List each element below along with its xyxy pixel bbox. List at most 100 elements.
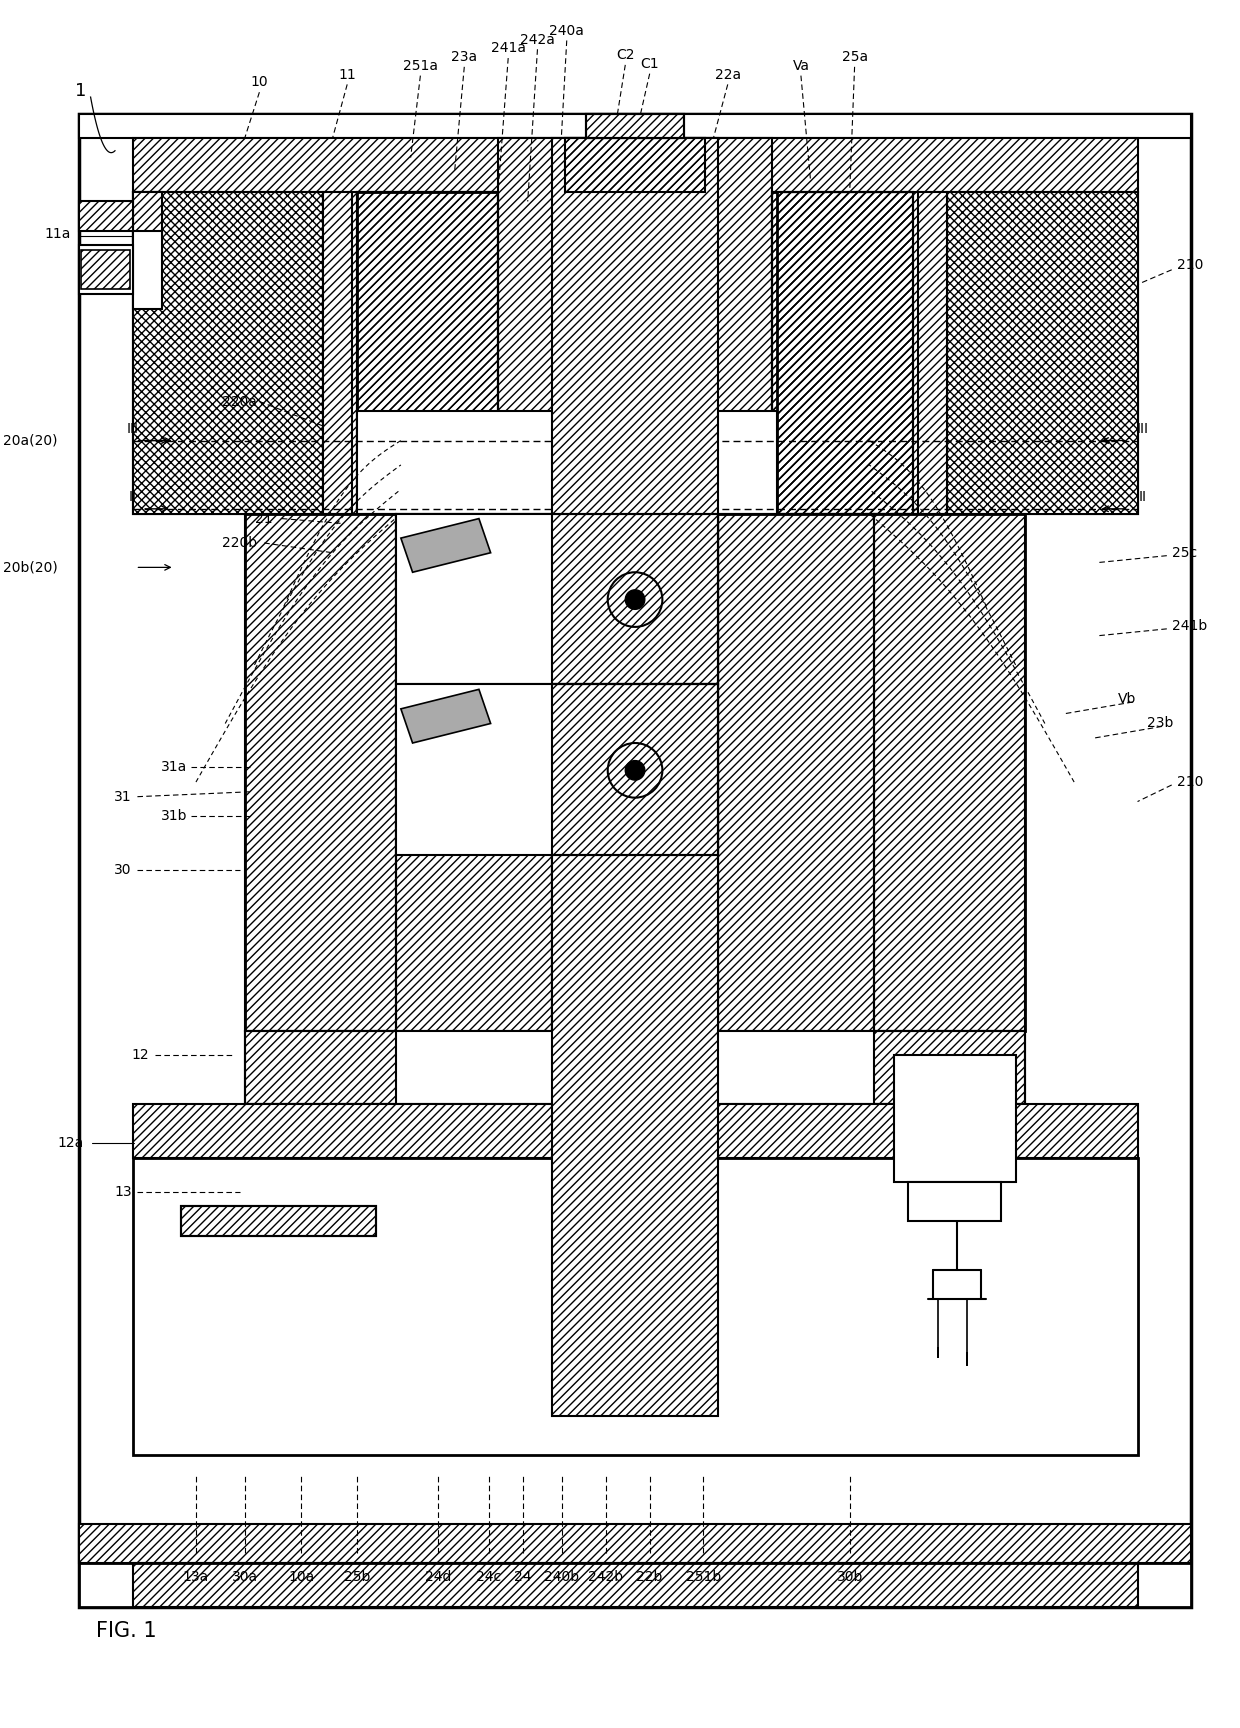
Text: Va: Va: [792, 59, 810, 73]
Bar: [133, 192, 161, 240]
Text: 25a: 25a: [842, 50, 868, 64]
Text: C2: C2: [616, 48, 635, 62]
Text: 220b: 220b: [222, 536, 258, 550]
Bar: [396, 513, 552, 1032]
Bar: [244, 1032, 396, 1104]
Bar: [947, 192, 1137, 513]
Text: 24c: 24c: [476, 1571, 501, 1585]
Text: III: III: [126, 422, 139, 435]
Bar: [322, 192, 352, 513]
Text: 21: 21: [255, 511, 273, 525]
Text: II: II: [1138, 491, 1147, 505]
Bar: [181, 1206, 377, 1236]
Text: 20a(20): 20a(20): [2, 434, 57, 448]
Bar: [874, 513, 1025, 1032]
Bar: [133, 192, 322, 513]
Text: 251b: 251b: [686, 1571, 720, 1585]
Bar: [552, 513, 718, 684]
Bar: [771, 192, 913, 513]
Text: 12: 12: [131, 1049, 149, 1063]
Bar: [552, 513, 718, 1032]
Text: 30b: 30b: [837, 1571, 863, 1585]
Bar: [133, 1104, 1137, 1158]
Text: FIG. 1: FIG. 1: [97, 1621, 157, 1642]
Text: 30: 30: [114, 862, 131, 876]
Text: 25b: 25b: [343, 1571, 371, 1585]
Bar: [357, 192, 776, 513]
Text: 23a: 23a: [451, 50, 477, 64]
Text: 13: 13: [114, 1185, 131, 1199]
Text: 24: 24: [515, 1571, 532, 1585]
Text: 11a: 11a: [45, 226, 71, 240]
Text: 251a: 251a: [403, 59, 438, 73]
Bar: [587, 114, 683, 138]
Text: II: II: [129, 491, 136, 505]
Text: 23b: 23b: [1147, 717, 1174, 731]
Text: 24d: 24d: [425, 1571, 451, 1585]
Text: 240a: 240a: [549, 24, 584, 38]
Polygon shape: [401, 689, 491, 743]
Bar: [552, 684, 718, 855]
Text: 10: 10: [250, 76, 268, 90]
Bar: [244, 1032, 1025, 1104]
Text: C1: C1: [640, 57, 658, 71]
Text: 241b: 241b: [1172, 619, 1207, 632]
Text: 31a: 31a: [161, 760, 187, 774]
Bar: [79, 1562, 1192, 1607]
Bar: [133, 1158, 1137, 1455]
Text: 31b: 31b: [161, 809, 187, 823]
Bar: [357, 411, 776, 513]
Bar: [718, 192, 1137, 513]
Bar: [552, 138, 718, 1417]
Bar: [396, 513, 718, 684]
Bar: [79, 114, 1192, 138]
Bar: [396, 684, 718, 855]
Text: 22a: 22a: [714, 67, 740, 81]
Text: 10a: 10a: [288, 1571, 315, 1585]
Bar: [81, 251, 130, 289]
Bar: [771, 192, 913, 513]
Text: 242a: 242a: [520, 33, 556, 47]
Bar: [357, 192, 498, 513]
Text: 242b: 242b: [588, 1571, 624, 1585]
Bar: [79, 245, 133, 294]
Text: 11: 11: [339, 67, 356, 81]
Bar: [498, 138, 771, 513]
Text: 13a: 13a: [182, 1571, 210, 1585]
Bar: [718, 513, 874, 1032]
Bar: [244, 513, 1025, 1032]
Bar: [564, 138, 706, 197]
Text: 240b: 240b: [544, 1571, 579, 1585]
Text: 210: 210: [1177, 257, 1203, 271]
Bar: [244, 513, 396, 1032]
Text: 30a: 30a: [232, 1571, 258, 1585]
Text: 210: 210: [1177, 776, 1203, 790]
Bar: [587, 114, 683, 138]
Circle shape: [625, 760, 645, 779]
Circle shape: [625, 589, 645, 610]
Text: 31: 31: [114, 790, 131, 804]
Bar: [894, 1056, 1016, 1182]
Text: III: III: [1136, 422, 1148, 435]
Bar: [79, 114, 1192, 1607]
Bar: [133, 1562, 1137, 1607]
Text: 20b(20): 20b(20): [2, 560, 57, 574]
Bar: [908, 1182, 1001, 1222]
Polygon shape: [401, 518, 491, 572]
Text: 22b: 22b: [636, 1571, 663, 1585]
Bar: [874, 1032, 1025, 1104]
Bar: [564, 138, 706, 192]
Bar: [133, 232, 161, 309]
Bar: [79, 1524, 1192, 1562]
Text: Vb: Vb: [1118, 693, 1136, 707]
Bar: [357, 192, 498, 513]
Bar: [79, 202, 133, 232]
Bar: [79, 1562, 1192, 1607]
Bar: [181, 1206, 377, 1236]
Bar: [133, 138, 1137, 192]
Text: 241a: 241a: [491, 41, 526, 55]
Bar: [133, 192, 552, 513]
Text: 12a: 12a: [57, 1135, 84, 1151]
Text: 1: 1: [76, 83, 87, 100]
Text: 25c: 25c: [1172, 546, 1197, 560]
